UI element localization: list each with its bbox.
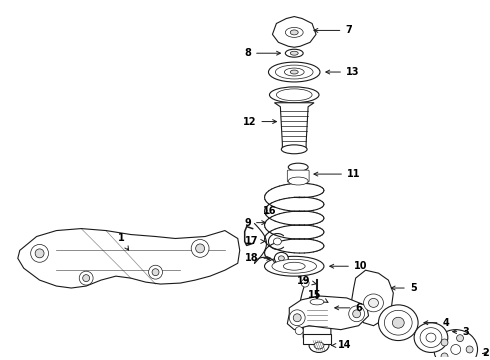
Ellipse shape: [384, 310, 412, 335]
Circle shape: [457, 335, 464, 342]
Circle shape: [301, 279, 309, 287]
Ellipse shape: [426, 333, 436, 342]
Ellipse shape: [290, 70, 298, 74]
Text: 3: 3: [453, 327, 469, 337]
Polygon shape: [287, 296, 368, 330]
Circle shape: [441, 353, 448, 360]
Circle shape: [293, 314, 301, 322]
Text: 14: 14: [332, 341, 351, 351]
Circle shape: [457, 357, 464, 360]
Circle shape: [35, 249, 44, 258]
Circle shape: [148, 265, 163, 279]
Text: 16: 16: [263, 206, 276, 216]
Circle shape: [466, 346, 473, 353]
Ellipse shape: [269, 62, 320, 82]
Ellipse shape: [364, 294, 383, 312]
Ellipse shape: [285, 27, 303, 37]
Text: 1: 1: [118, 234, 128, 250]
FancyBboxPatch shape: [287, 170, 309, 182]
Circle shape: [196, 244, 204, 253]
Polygon shape: [274, 103, 314, 149]
Text: 10: 10: [330, 261, 368, 271]
Ellipse shape: [265, 256, 324, 276]
Text: 13: 13: [326, 67, 360, 77]
Text: 19: 19: [297, 276, 317, 286]
Ellipse shape: [288, 177, 308, 185]
Ellipse shape: [288, 163, 308, 171]
Circle shape: [451, 345, 461, 354]
Circle shape: [83, 275, 90, 282]
Text: 17: 17: [245, 237, 265, 247]
Text: 7: 7: [314, 26, 352, 35]
Ellipse shape: [414, 323, 448, 352]
Ellipse shape: [378, 305, 418, 341]
Ellipse shape: [290, 51, 298, 55]
Ellipse shape: [434, 330, 478, 360]
Ellipse shape: [283, 262, 305, 270]
Text: 5: 5: [391, 283, 416, 293]
Circle shape: [79, 271, 93, 285]
Ellipse shape: [284, 68, 304, 76]
Ellipse shape: [275, 65, 313, 79]
Circle shape: [441, 339, 448, 346]
Ellipse shape: [274, 252, 288, 264]
Ellipse shape: [420, 328, 442, 347]
Polygon shape: [272, 17, 316, 47]
Ellipse shape: [276, 89, 312, 101]
Text: 9: 9: [245, 218, 266, 228]
Text: 6: 6: [335, 303, 362, 313]
Ellipse shape: [309, 338, 329, 352]
Polygon shape: [18, 229, 240, 288]
Text: 15: 15: [308, 290, 328, 302]
Ellipse shape: [314, 342, 324, 349]
Circle shape: [289, 310, 305, 326]
Circle shape: [191, 239, 209, 257]
Ellipse shape: [273, 238, 281, 245]
Circle shape: [349, 306, 365, 322]
Text: 4: 4: [424, 318, 449, 328]
Text: 18: 18: [245, 253, 270, 263]
Ellipse shape: [281, 145, 307, 154]
Circle shape: [353, 310, 361, 318]
Ellipse shape: [290, 30, 298, 35]
Ellipse shape: [310, 299, 324, 305]
Ellipse shape: [278, 256, 284, 261]
Text: 11: 11: [314, 169, 361, 179]
Ellipse shape: [285, 49, 303, 57]
Circle shape: [295, 327, 303, 334]
Text: 12: 12: [243, 117, 276, 127]
Text: 8: 8: [244, 48, 280, 58]
Ellipse shape: [272, 259, 317, 273]
Ellipse shape: [392, 317, 404, 328]
Polygon shape: [303, 306, 331, 338]
Text: 2: 2: [482, 348, 489, 359]
FancyBboxPatch shape: [303, 334, 331, 343]
Circle shape: [152, 269, 159, 276]
Ellipse shape: [270, 87, 319, 103]
Ellipse shape: [368, 298, 378, 307]
Circle shape: [31, 244, 49, 262]
Polygon shape: [352, 270, 393, 326]
